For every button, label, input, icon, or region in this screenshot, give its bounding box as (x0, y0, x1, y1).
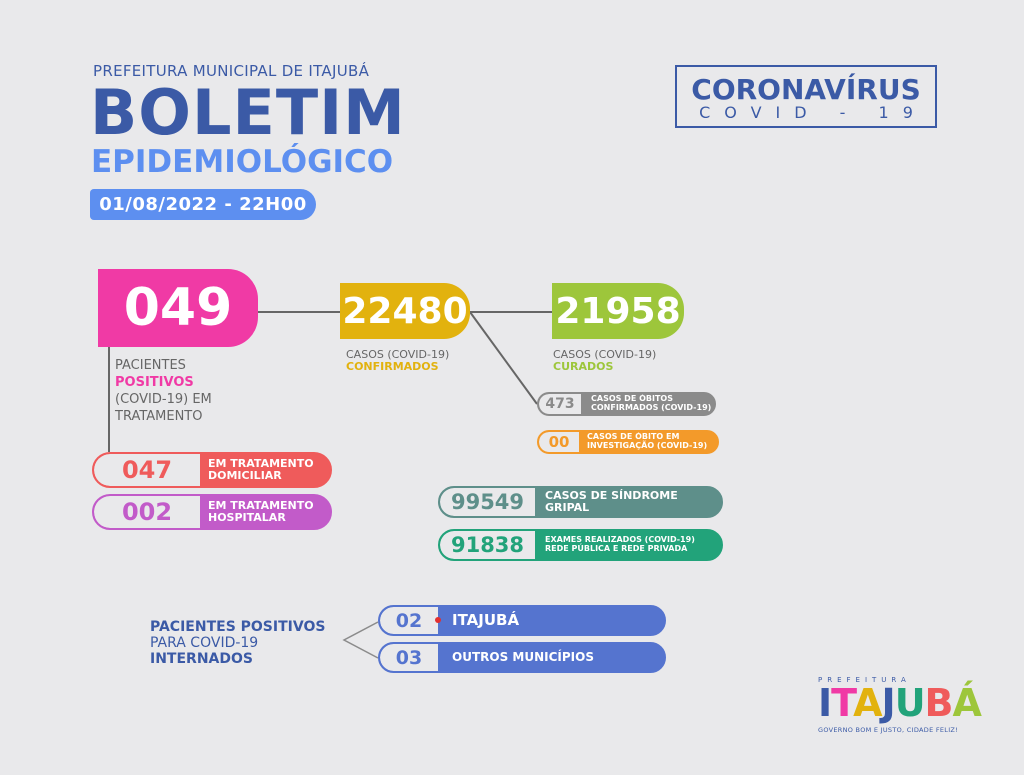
internados-label-line: PACIENTES POSITIVOS (150, 619, 326, 635)
em-tratamento-label-line: PACIENTES (115, 358, 186, 373)
date-badge: 01/08/2022 - 22H00 (90, 189, 316, 220)
em-tratamento-label: PACIENTES POSITIVOS (COVID-19) EM TRATAM… (115, 357, 212, 425)
investigacao-value: 00 (539, 432, 579, 452)
connector-diagonal (470, 311, 538, 405)
internados-itajuba-pill: 02 ITAJUBÁ (378, 605, 666, 636)
coronavirus-subtitle: COVID - 19 (699, 103, 927, 122)
confirmados-label-line: CASOS (COVID-19) (346, 348, 450, 361)
obitos-value: 473 (539, 394, 581, 414)
logo-letter: J (881, 681, 896, 725)
sindrome-gripal-value: 99549 (440, 488, 535, 516)
investigacao-label: CASOS DE ÓBITO EM INVESTIGAÇÃO (COVID-19… (579, 432, 717, 452)
logo-letter: A (853, 681, 882, 725)
logo-letter: T (831, 681, 854, 725)
logo-letter: Á (952, 681, 982, 725)
logo-letter: I (818, 681, 832, 725)
red-dot-marker (435, 617, 441, 623)
em-tratamento-value: 049 (98, 269, 258, 347)
confirmados-label-line: CONFIRMADOS (346, 360, 439, 373)
sindrome-gripal-pill: 99549 CASOS DE SÍNDROME GRIPAL (438, 486, 723, 518)
confirmados-label: CASOS (COVID-19) CONFIRMADOS (346, 349, 449, 373)
prefeitura-logo: PREFEITURA ITAJUBÁ GOVERNO BOM E JUSTO, … (818, 676, 988, 738)
hospitalar-label-line: EM TRATAMENTO (208, 498, 314, 512)
org-name: PREFEITURA MUNICIPAL DE ITAJUBÁ (93, 62, 370, 80)
logo-tagline: GOVERNO BOM E JUSTO, CIDADE FELIZ! (818, 726, 959, 734)
hospitalar-value: 002 (94, 496, 200, 528)
connector-line (108, 347, 110, 452)
coronavirus-badge: CORONAVÍRUS COVID - 19 (675, 65, 937, 128)
hospitalar-label-line: HOSPITALAR (208, 511, 286, 524)
domiciliar-label: EM TRATAMENTO DOMICILIAR (200, 454, 330, 486)
domiciliar-label-line: DOMICILIAR (208, 469, 282, 482)
curados-label-line: CASOS (COVID-19) (553, 348, 657, 361)
domiciliar-pill: 047 EM TRATAMENTO DOMICILIAR (92, 452, 332, 488)
internados-outros-pill: 03 OUTROS MUNICÍPIOS (378, 642, 666, 673)
obitos-label: CASOS DE ÓBITOS CONFIRMADOS (COVID-19) (581, 394, 714, 414)
curados-value: 21958 (552, 283, 684, 339)
investigacao-label-line: CASOS DE ÓBITO EM (587, 432, 680, 442)
logo-prefix: PREFEITURA (818, 676, 911, 684)
obitos-label-line: CONFIRMADOS (COVID-19) (591, 403, 712, 412)
curados-label: CASOS (COVID-19) CURADOS (553, 349, 656, 373)
exames-label-line: REDE PÚBLICA E REDE PRIVADA (545, 544, 688, 553)
confirmados-value: 22480 (340, 283, 470, 339)
sindrome-gripal-label: CASOS DE SÍNDROME GRIPAL (545, 488, 678, 514)
exames-pill: 91838 EXAMES REALIZADOS (COVID-19) REDE … (438, 529, 723, 561)
exames-value: 91838 (440, 531, 535, 559)
internados-itajuba-value: 02 (380, 607, 438, 634)
investigacao-label-line: INVESTIGAÇÃO (COVID-19) (587, 441, 708, 450)
internados-label: PACIENTES POSITIVOS PARA COVID-19 INTERN… (150, 619, 325, 667)
domiciliar-label-line: EM TRATAMENTO (208, 456, 314, 470)
em-tratamento-label-line: (COVID-19) EM (115, 392, 212, 407)
connector-line (258, 311, 340, 313)
domiciliar-value: 047 (94, 454, 200, 486)
obitos-pill: 473 CASOS DE ÓBITOS CONFIRMADOS (COVID-1… (537, 392, 716, 416)
exames-label-line: EXAMES REALIZADOS (COVID-19) (545, 535, 695, 545)
internados-label-line: PARA COVID-19 (150, 635, 259, 651)
obitos-label-line: CASOS DE ÓBITOS (591, 394, 673, 404)
internados-outros-value: 03 (380, 644, 438, 671)
em-tratamento-label-line: POSITIVOS (115, 375, 194, 390)
page-subtitle: EPIDEMIOLÓGICO (91, 144, 394, 180)
coronavirus-title: CORONAVÍRUS (691, 73, 921, 106)
exames-label: EXAMES REALIZADOS (COVID-19) REDE PÚBLIC… (535, 531, 721, 559)
logo-letter: B (924, 681, 954, 725)
internados-label-line: INTERNADOS (150, 651, 253, 667)
logo-letter: U (894, 681, 926, 725)
internados-itajuba-label: ITAJUBÁ (452, 611, 520, 630)
brace-connector (342, 621, 379, 659)
hospitalar-label: EM TRATAMENTO HOSPITALAR (200, 496, 330, 528)
em-tratamento-label-line: TRATAMENTO (115, 409, 203, 424)
connector-line (470, 311, 552, 313)
page-title: BOLETIM (90, 76, 406, 149)
logo-wordmark: ITAJUBÁ (818, 681, 982, 725)
curados-label-line: CURADOS (553, 360, 614, 373)
investigacao-pill: 00 CASOS DE ÓBITO EM INVESTIGAÇÃO (COVID… (537, 430, 719, 454)
hospitalar-pill: 002 EM TRATAMENTO HOSPITALAR (92, 494, 332, 530)
internados-outros-label: OUTROS MUNICÍPIOS (452, 649, 594, 664)
